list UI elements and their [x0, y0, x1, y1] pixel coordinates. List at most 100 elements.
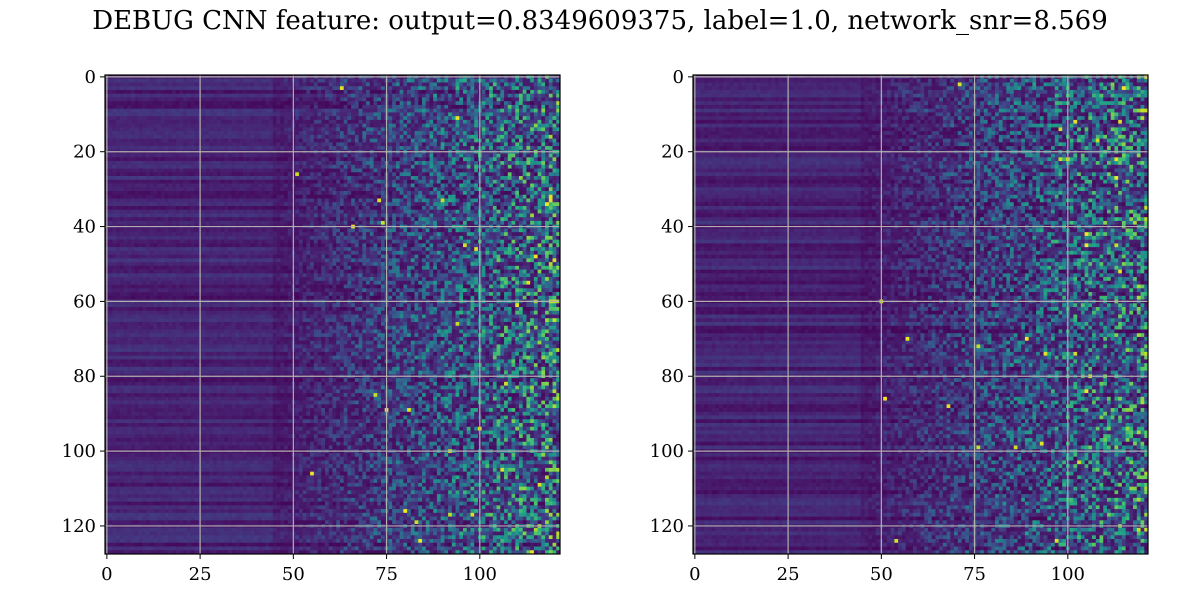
heatmap-cell	[545, 183, 550, 188]
heatmap-cell	[313, 127, 318, 132]
heatmap-cell	[436, 108, 442, 113]
heatmap-cell	[142, 116, 147, 121]
heatmap-cell	[425, 123, 430, 128]
heatmap-cell	[433, 191, 438, 196]
heatmap-cell	[123, 142, 128, 147]
heatmap-cell	[231, 101, 236, 106]
heatmap-cell	[239, 202, 244, 207]
heatmap-cell	[313, 220, 318, 226]
heatmap-cell	[239, 108, 244, 113]
heatmap-cell	[410, 179, 415, 184]
heatmap-cell	[123, 104, 128, 110]
heatmap-cell	[366, 146, 371, 151]
heatmap-cell	[190, 89, 195, 95]
heatmap-cell	[545, 146, 550, 151]
heatmap-cell	[485, 146, 490, 151]
heatmap-cell	[116, 172, 121, 177]
heatmap-cell	[187, 217, 192, 222]
heatmap-cell	[123, 217, 128, 222]
heatmap-cell	[146, 86, 151, 91]
heatmap-cell	[395, 82, 400, 87]
heatmap-cell	[325, 78, 330, 83]
heatmap-cell	[440, 191, 445, 196]
heatmap-cell	[119, 187, 124, 192]
heatmap-cell	[213, 104, 218, 110]
heatmap-cell	[194, 108, 199, 113]
heatmap-cell	[373, 123, 378, 128]
heatmap-cell	[373, 168, 378, 173]
heatmap-cell	[235, 220, 240, 226]
heatmap-cell	[149, 209, 154, 214]
heatmap-cell	[131, 194, 136, 199]
heatmap-cell	[317, 93, 322, 98]
heatmap-cell	[194, 209, 199, 214]
heatmap-cell	[250, 202, 255, 207]
heatmap-cell	[276, 187, 281, 192]
heatmap-cell	[246, 138, 251, 143]
heatmap-cell	[448, 191, 453, 196]
heatmap-cell	[213, 164, 218, 169]
heatmap-cell	[511, 127, 516, 132]
heatmap-cell	[298, 116, 304, 121]
heatmap-cell	[518, 89, 524, 95]
heatmap-cell	[425, 119, 430, 124]
heatmap-cell	[328, 209, 333, 214]
heatmap-cell	[418, 101, 423, 106]
heatmap-cell	[489, 217, 494, 222]
heatmap-cell	[414, 104, 419, 110]
heatmap-cell	[306, 217, 311, 222]
heatmap-cell	[250, 97, 255, 102]
heatmap-cell	[545, 104, 550, 110]
heatmap-cell	[410, 131, 415, 136]
heatmap-cell	[235, 86, 240, 91]
heatmap-cell	[407, 82, 412, 87]
heatmap-cell	[250, 198, 255, 203]
heatmap-cell	[284, 179, 289, 184]
heatmap-cell	[485, 82, 490, 87]
heatmap-cell	[366, 202, 371, 207]
heatmap-cell	[466, 108, 471, 113]
heatmap-cell	[142, 131, 147, 136]
heatmap-cell	[265, 104, 270, 110]
heatmap-cell	[366, 179, 371, 184]
heatmap-cell	[209, 78, 214, 83]
heatmap-cell	[242, 134, 248, 139]
heatmap-cell	[175, 123, 180, 128]
heatmap-cell	[466, 86, 471, 91]
heatmap-cell	[463, 78, 468, 83]
heatmap-cell	[269, 89, 274, 95]
heatmap-cell	[489, 104, 494, 110]
heatmap-cell	[280, 205, 285, 211]
heatmap-cell	[201, 176, 207, 181]
heatmap-cell	[157, 93, 162, 98]
heatmap-cell	[418, 86, 423, 91]
heatmap-cell	[373, 209, 378, 214]
heatmap-cell	[489, 78, 494, 83]
heatmap-cell	[328, 187, 333, 192]
heatmap-cell	[556, 213, 561, 218]
heatmap-cell	[201, 123, 207, 128]
heatmap-cell	[470, 112, 475, 117]
heatmap-cell	[224, 131, 229, 136]
heatmap-cell	[131, 97, 136, 102]
heatmap-cell	[250, 116, 255, 121]
heatmap-cell	[146, 172, 151, 177]
heatmap-cell	[201, 179, 207, 184]
heatmap-cell	[220, 123, 225, 128]
heatmap-cell	[548, 198, 553, 203]
heatmap-cell	[201, 142, 207, 147]
heatmap-cell	[410, 194, 415, 199]
heatmap-cell	[313, 78, 318, 83]
heatmap-cell	[261, 116, 266, 121]
heatmap-cell	[284, 146, 289, 151]
heatmap-cell	[228, 131, 233, 136]
heatmap-cell	[175, 112, 180, 117]
heatmap-cell	[362, 220, 367, 226]
heatmap-cell	[183, 168, 188, 173]
heatmap-cell	[250, 164, 255, 169]
heatmap-cell	[190, 209, 195, 214]
heatmap-cell	[276, 112, 281, 117]
heatmap-cell	[131, 108, 136, 113]
heatmap-cell	[306, 161, 311, 166]
heatmap-cell	[254, 209, 259, 214]
